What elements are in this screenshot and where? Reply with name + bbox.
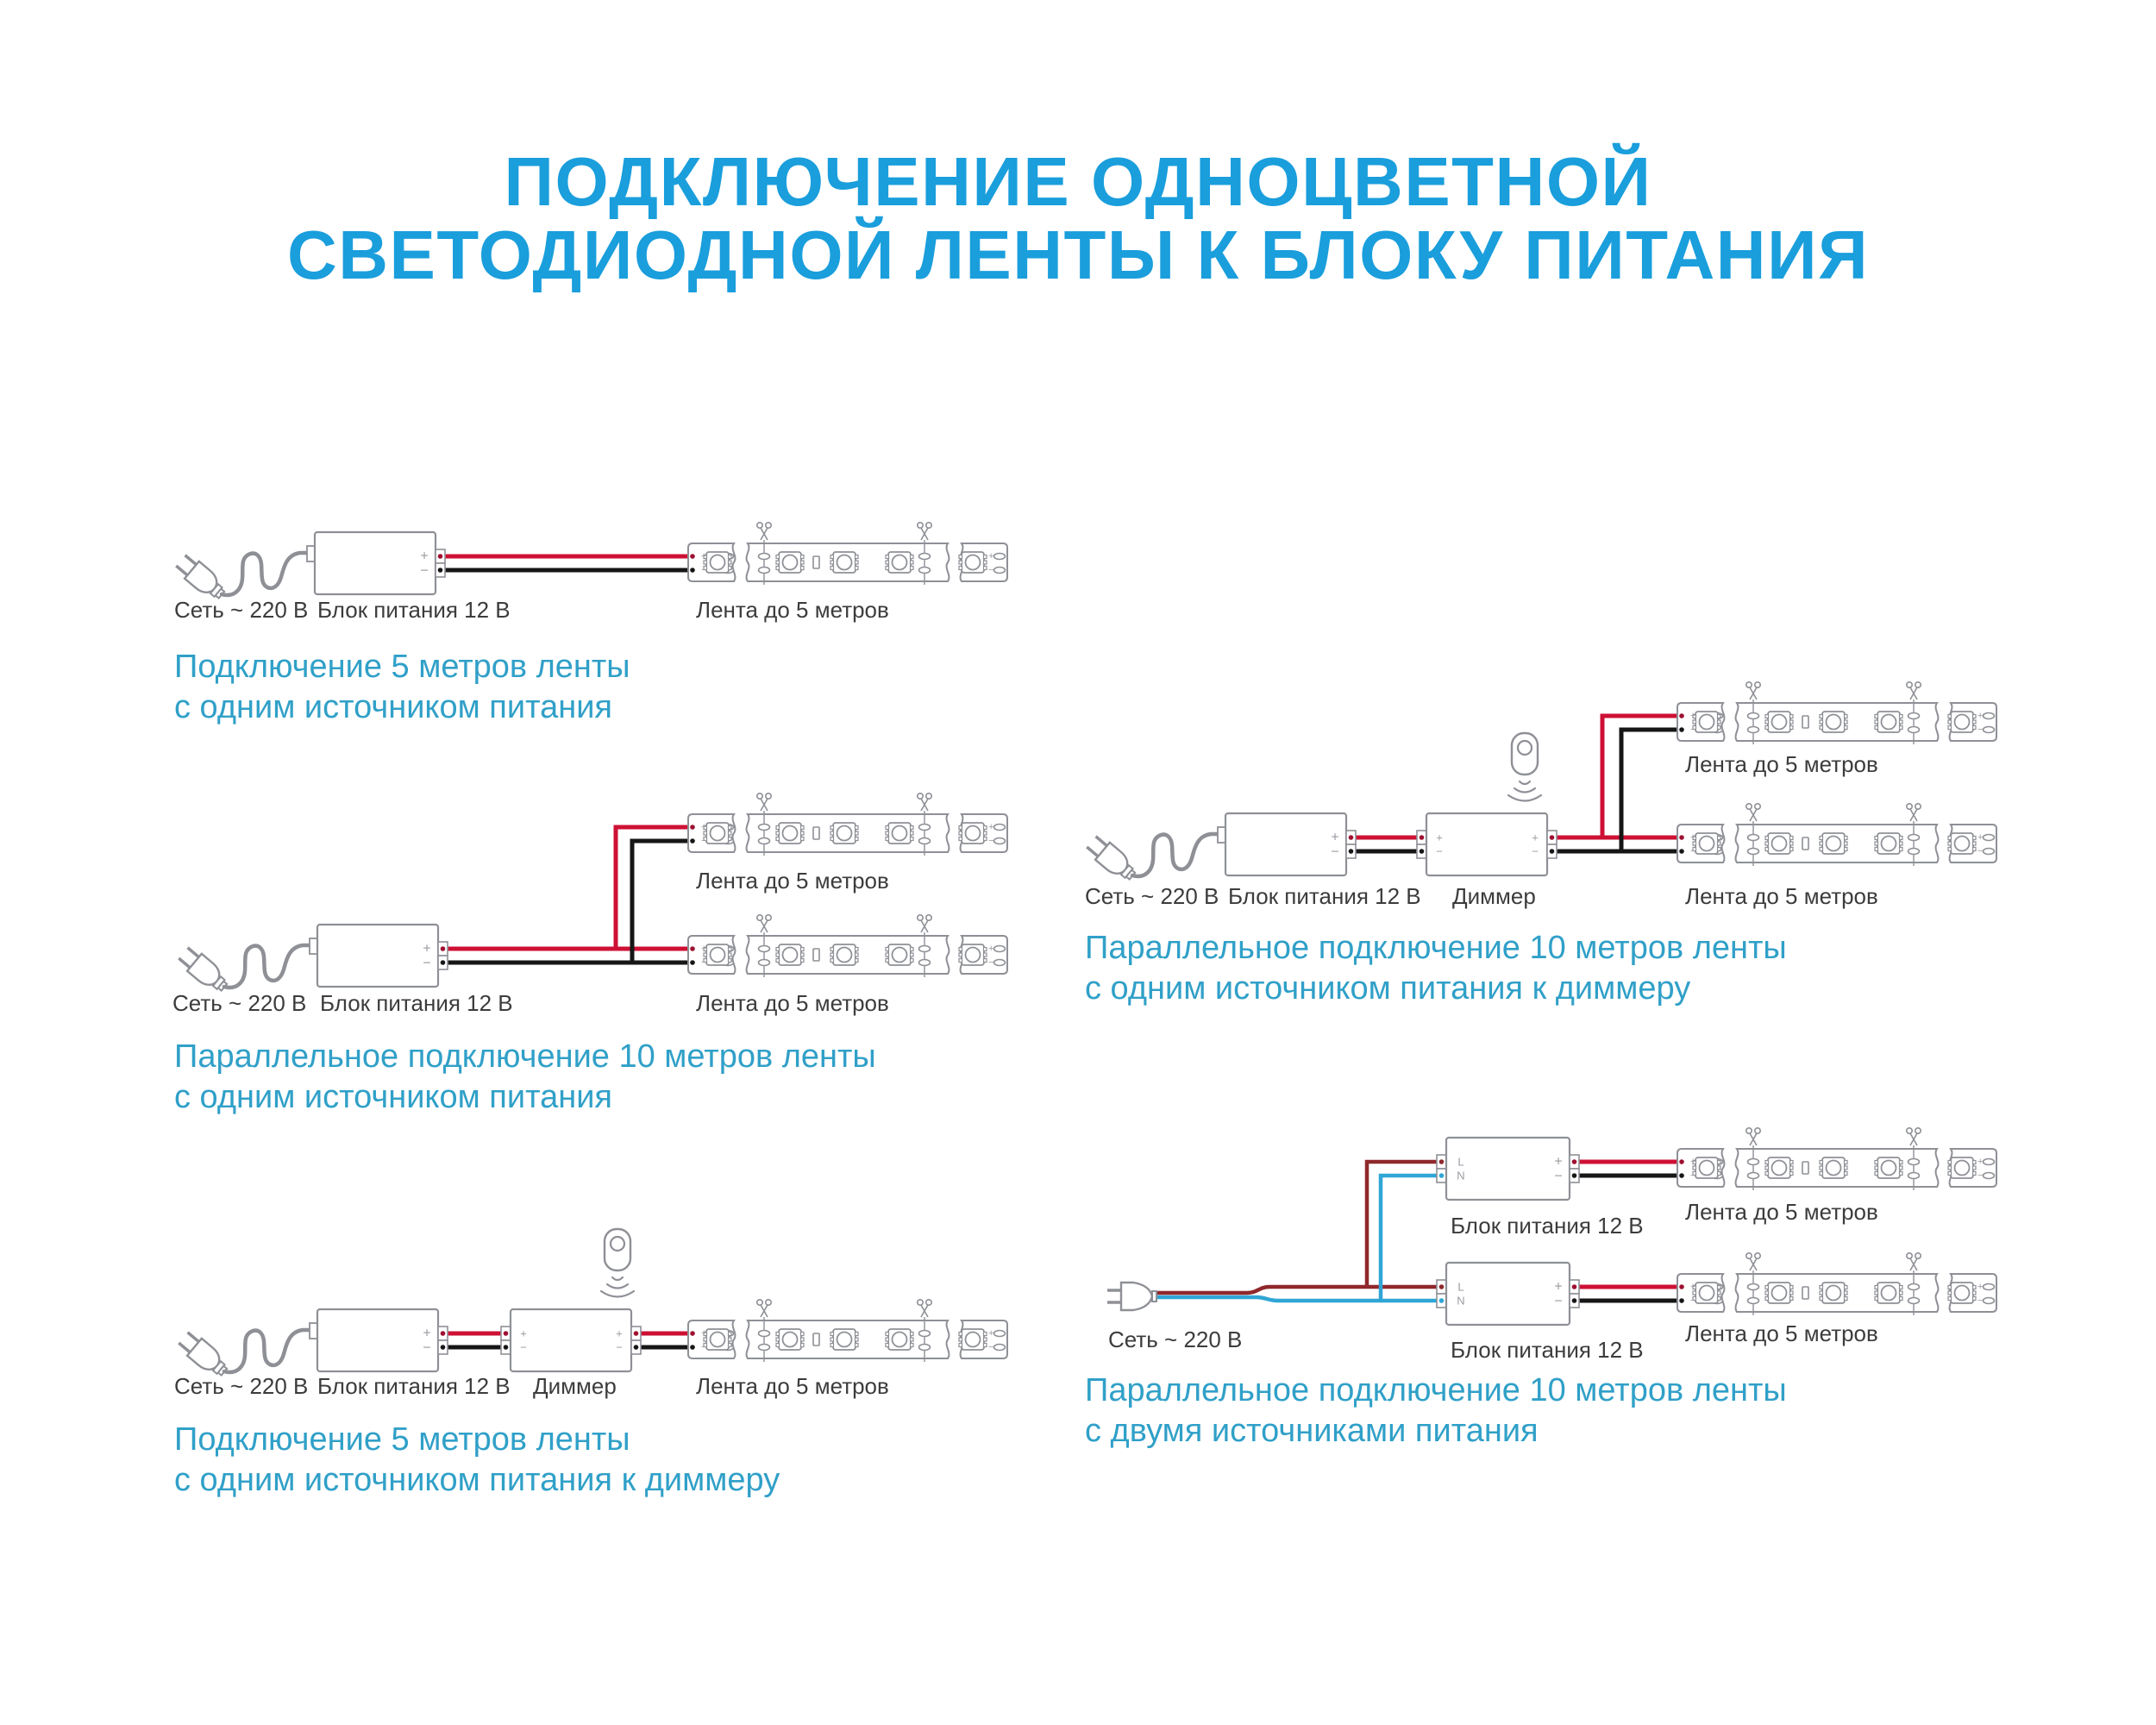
wire-positive: [1575, 1159, 1682, 1289]
label-strip: Лента до 5 метров: [696, 597, 889, 623]
label-mains: Сеть ~ 220 В: [172, 990, 307, 1016]
caption-line: с одним источником питания к диммеру: [174, 1462, 780, 1498]
label-power-supply: Блок питания 12 В: [1451, 1213, 1644, 1239]
caption-line: с одним источником питания: [174, 689, 613, 725]
diagram-1-caption: Подключение 5 метров ленты с одним источ…: [174, 647, 630, 728]
label-dimmer: Диммер: [533, 1373, 617, 1399]
mains-plug-icon: [1106, 1281, 1158, 1312]
power-supply-box: [1216, 812, 1357, 877]
label-strip: Лента до 5 метров: [696, 868, 889, 894]
label-strip: Лента до 5 метров: [1685, 751, 1878, 777]
wire-neutral: [1156, 1173, 1443, 1303]
mains-plug-icon: [173, 552, 317, 604]
dimmer-box: [499, 1308, 642, 1373]
label-power-supply: Блок питания 12 В: [1228, 883, 1421, 909]
label-strip: Лента до 5 метров: [1685, 1320, 1878, 1346]
page-title-line1: ПОДКЛЮЧЕНИЕ ОДНОЦВЕТНОЙ: [504, 143, 1652, 220]
label-mains: Сеть ~ 220 В: [174, 1373, 309, 1399]
label-mains: Сеть ~ 220 В: [174, 597, 309, 623]
caption-line: Параллельное подключение 10 метров ленты: [1085, 930, 1787, 966]
power-supply-box-bottom: [1435, 1261, 1581, 1327]
remote-control-icon: [1507, 731, 1543, 802]
caption-line: Параллельное подключение 10 метров ленты: [1085, 1372, 1787, 1408]
led-strip: [688, 523, 1007, 585]
diagram-2-caption: Параллельное подключение 10 метров ленты…: [174, 1037, 876, 1118]
label-power-supply: Блок питания 12 В: [317, 597, 511, 623]
wire-positive: [442, 825, 693, 951]
mains-plug-icon: [176, 944, 319, 996]
power-supply-box: [308, 1308, 449, 1373]
label-strip: Лента до 5 метров: [696, 1373, 889, 1399]
led-strip: [688, 1300, 1007, 1362]
wire-negative: [1351, 727, 1682, 854]
page-title: ПОДКЛЮЧЕНИЕ ОДНОЦВЕТНОЙ СВЕТОДИОДНОЙ ЛЕН…: [0, 145, 2156, 292]
mains-plug-icon: [1084, 833, 1227, 885]
diagram-1: [173, 523, 1007, 604]
led-strip: [1677, 1253, 1996, 1315]
caption-line: с двумя источниками питания: [1085, 1413, 1539, 1449]
label-power-supply: Блок питания 12 В: [1451, 1337, 1644, 1363]
caption-line: с одним источником питания к диммеру: [1085, 970, 1691, 1007]
power-supply-box-top: [1435, 1136, 1581, 1201]
caption-line: с одним источником питания: [174, 1079, 613, 1115]
caption-line: Подключение 5 метров ленты: [174, 649, 630, 685]
power-supply-box: [308, 923, 449, 988]
led-strip: [1677, 804, 1996, 866]
label-strip: Лента до 5 метров: [1685, 883, 1878, 909]
diagram-4-caption: Параллельное подключение 10 метров ленты…: [1085, 928, 1787, 1009]
led-strip: [688, 915, 1007, 977]
diagram-2: [176, 794, 1007, 996]
diagram-5: [1106, 1128, 1996, 1327]
label-strip: Лента до 5 метров: [1685, 1199, 1878, 1225]
wire-line: [1156, 1159, 1443, 1295]
led-strip: [1677, 1128, 1996, 1190]
caption-line: Подключение 5 метров ленты: [174, 1421, 630, 1458]
wire-negative: [442, 838, 693, 965]
remote-control-icon: [599, 1227, 636, 1298]
wire-negative: [1575, 1173, 1682, 1303]
caption-line: Параллельное подключение 10 метров ленты: [174, 1038, 876, 1075]
diagram-4: [1084, 682, 1996, 885]
label-mains: Сеть ~ 220 В: [1108, 1327, 1243, 1352]
diagram-3-caption: Подключение 5 метров ленты с одним источ…: [174, 1420, 780, 1501]
wire-positive: [1351, 713, 1682, 840]
dimmer-box: [1415, 812, 1558, 877]
label-power-supply: Блок питания 12 В: [317, 1373, 511, 1399]
diagram-3: [176, 1227, 1007, 1381]
label-dimmer: Диммер: [1452, 883, 1536, 909]
led-strip: [1677, 682, 1996, 744]
diagram-5-caption: Параллельное подключение 10 метров ленты…: [1085, 1371, 1787, 1452]
label-mains: Сеть ~ 220 В: [1085, 883, 1219, 909]
power-supply-box: [305, 530, 447, 596]
label-strip: Лента до 5 метров: [696, 990, 889, 1016]
label-power-supply: Блок питания 12 В: [320, 990, 513, 1016]
page-title-line2: СВЕТОДИОДНОЙ ЛЕНТЫ К БЛОКУ ПИТАНИЯ: [286, 216, 1870, 293]
led-strip: [688, 794, 1007, 856]
